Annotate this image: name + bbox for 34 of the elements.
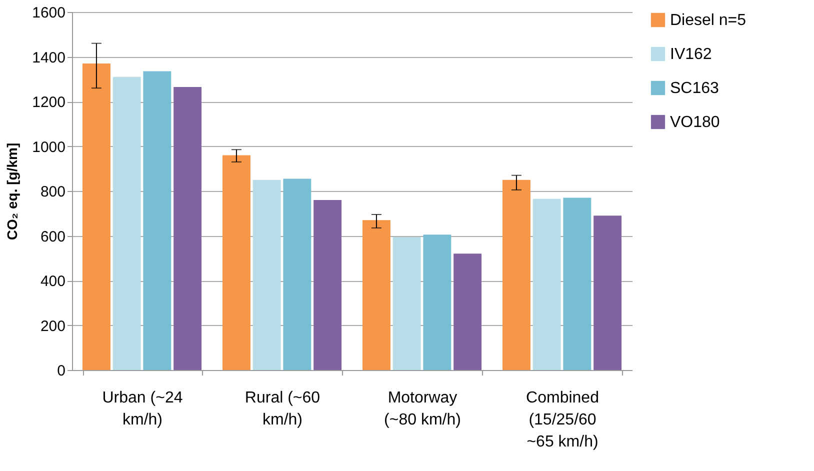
bar bbox=[112, 76, 141, 370]
y-tick-label: 1600 bbox=[32, 4, 66, 22]
x-tick-label: Rural (~60 km/h) bbox=[244, 390, 320, 428]
bar bbox=[532, 198, 561, 370]
y-tick-label: 1000 bbox=[32, 138, 66, 156]
y-tick-label: 200 bbox=[40, 318, 66, 335]
y-tick-label: 800 bbox=[40, 184, 66, 200]
legend-label: VO180 bbox=[670, 114, 720, 131]
y-tick-label: 600 bbox=[40, 228, 66, 246]
bar bbox=[423, 234, 452, 370]
x-tick-label: Motorway (~80 km/h) bbox=[384, 390, 461, 428]
legend-label: SC163 bbox=[670, 80, 720, 97]
legend-label: IV162 bbox=[670, 46, 712, 63]
y-tick-label: 1400 bbox=[32, 49, 66, 66]
bar bbox=[283, 178, 312, 370]
bar bbox=[314, 200, 342, 370]
y-tick-label: 400 bbox=[40, 273, 66, 290]
legend-label: Diesel n=5 bbox=[670, 12, 746, 29]
y-tick-label: 1200 bbox=[32, 94, 66, 111]
bar bbox=[594, 216, 622, 370]
bar bbox=[174, 86, 202, 370]
y-tick-label: 0 bbox=[57, 362, 66, 380]
bar bbox=[392, 236, 421, 370]
bar bbox=[563, 198, 592, 370]
bar bbox=[252, 180, 281, 370]
x-tick-label: Combined (15/25/60 ~65 km/h) bbox=[526, 390, 599, 450]
bar bbox=[222, 155, 250, 370]
bar bbox=[82, 63, 110, 370]
bar bbox=[502, 180, 530, 370]
bar bbox=[362, 220, 390, 370]
x-tick-label: Urban (~24 km/h) bbox=[102, 390, 183, 428]
y-axis-title: CO₂ eq. [g/km] bbox=[4, 142, 20, 240]
bar bbox=[143, 71, 172, 370]
bar bbox=[454, 254, 482, 370]
